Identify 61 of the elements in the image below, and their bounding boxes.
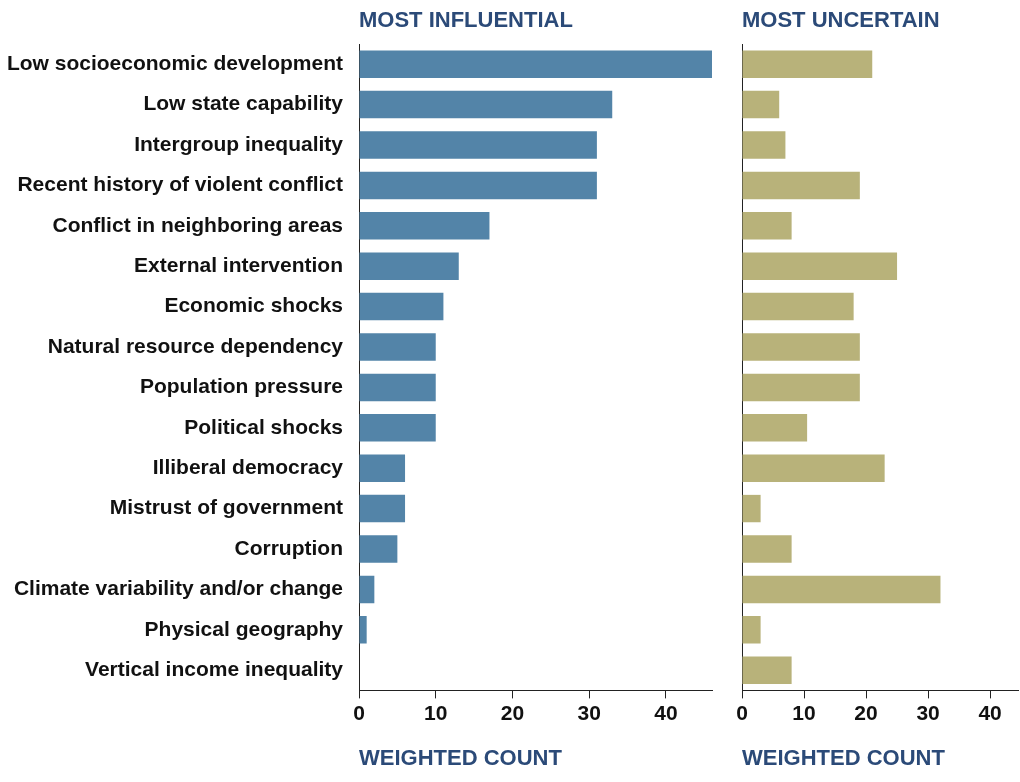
bar (742, 373, 860, 402)
bar (359, 333, 436, 361)
y-tick-label: Mistrust of government (109, 495, 343, 519)
bar (359, 373, 436, 402)
y-tick-label: Climate variability and/or change (13, 576, 343, 600)
x-tick-label: 0 (353, 700, 365, 724)
bar (742, 90, 780, 119)
bar (359, 131, 597, 159)
x-tick-label: 30 (577, 700, 601, 724)
chart-title: MOST UNCERTAIN (742, 7, 940, 32)
bar (359, 414, 436, 442)
bar (742, 535, 792, 563)
bar (742, 333, 860, 361)
y-tick-label: Recent history of violent conflict (17, 172, 343, 196)
bar (359, 212, 490, 240)
bar (359, 252, 459, 280)
bar (742, 414, 808, 442)
x-axis-title: WEIGHTED COUNT (742, 744, 946, 770)
chart-title: MOST INFLUENTIAL (359, 7, 573, 32)
x-tick-label: 40 (978, 700, 1002, 724)
bar (359, 50, 712, 78)
bar (742, 575, 941, 604)
y-tick-label: Vertical income inequality (85, 657, 344, 680)
bar (742, 252, 898, 280)
bar (742, 454, 885, 482)
x-tick-label: 0 (736, 700, 748, 724)
x-tick-label: 30 (916, 700, 940, 724)
bar (359, 575, 375, 604)
bar (359, 292, 444, 321)
y-tick-label: Conflict in neighboring areas (52, 212, 343, 236)
x-tick-label: 40 (654, 700, 678, 724)
y-tick-label: Political shocks (184, 414, 343, 438)
bar (742, 171, 860, 200)
bar (742, 656, 792, 684)
bar (359, 494, 406, 523)
x-tick-label: 20 (854, 700, 878, 724)
bar (742, 292, 854, 321)
y-tick-label: External intervention (134, 253, 343, 276)
bar (742, 494, 761, 523)
y-tick-label: Corruption (234, 535, 343, 559)
bar (359, 616, 367, 644)
bar (742, 131, 786, 159)
x-tick-label: 20 (500, 700, 525, 724)
x-tick-label: 10 (792, 700, 816, 724)
bar (742, 212, 792, 240)
x-tick-label: 10 (424, 700, 448, 724)
y-tick-label: Low socioeconomic development (6, 51, 344, 74)
y-tick-label: Physical geography (144, 616, 344, 640)
y-tick-label: Low state capability (143, 91, 344, 115)
y-tick-label: Illiberal democracy (152, 455, 344, 478)
y-tick-label: Population pressure (139, 374, 343, 398)
y-tick-label: Economic shocks (164, 293, 343, 317)
y-tick-label: Natural resource dependency (47, 333, 344, 357)
bar (359, 454, 406, 482)
bar (359, 90, 613, 119)
bar (359, 535, 398, 563)
x-axis-title: WEIGHTED COUNT (359, 744, 563, 770)
y-tick-label: Intergroup inequality (134, 131, 344, 155)
bar (359, 171, 597, 200)
bar (742, 50, 873, 78)
bar (742, 616, 761, 644)
